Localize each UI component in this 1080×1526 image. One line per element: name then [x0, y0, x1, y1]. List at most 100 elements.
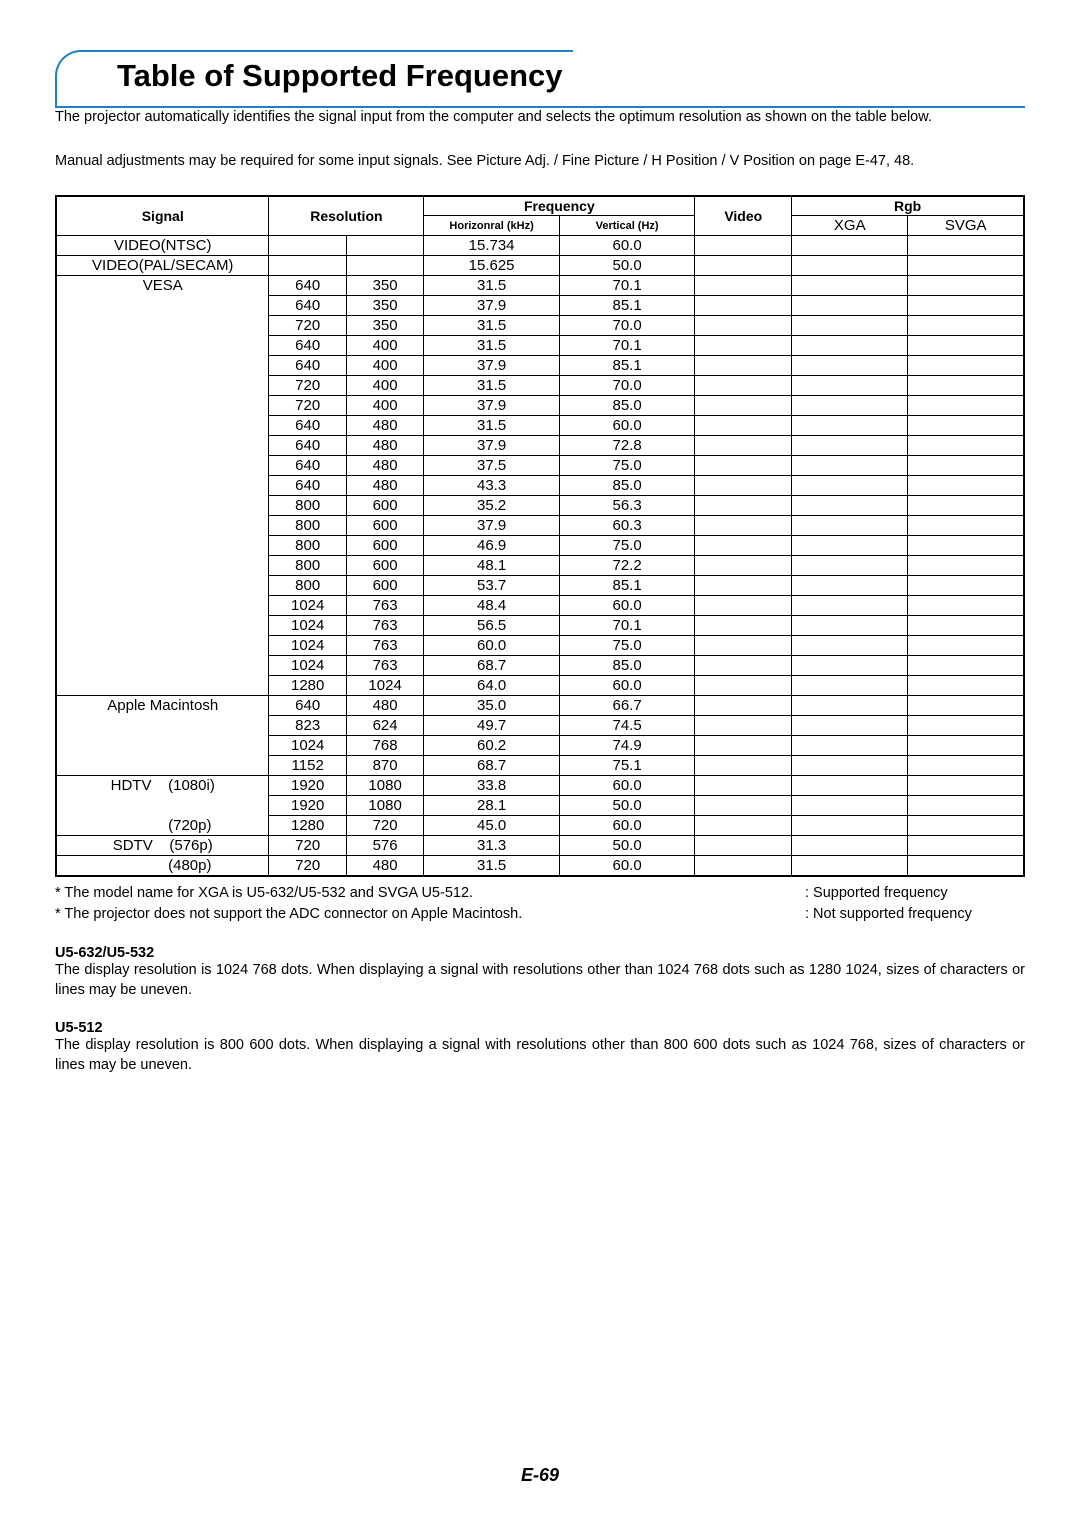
table-row: HDTV (1080i)1920108033.860.0 — [56, 776, 1024, 796]
cell-vfreq: 75.0 — [559, 536, 695, 556]
cell-hfreq: 48.4 — [424, 596, 560, 616]
cell-signal: Apple Macintosh — [56, 696, 269, 716]
cell-res-h: 763 — [346, 616, 423, 636]
col-hfreq: Horizonral (kHz) — [424, 216, 560, 236]
cell-xga — [792, 856, 908, 877]
cell-hfreq: 33.8 — [424, 776, 560, 796]
intro-paragraph-1: The projector automatically identifies t… — [55, 108, 1025, 128]
cell-xga — [792, 536, 908, 556]
cell-hfreq: 48.1 — [424, 556, 560, 576]
cell-vfreq: 60.0 — [559, 236, 695, 256]
cell-xga — [792, 596, 908, 616]
cell-xga — [792, 516, 908, 536]
cell-hfreq: 35.0 — [424, 696, 560, 716]
col-rgb: Rgb — [792, 196, 1024, 216]
cell-signal: VESA — [56, 276, 269, 296]
cell-vfreq: 72.8 — [559, 436, 695, 456]
cell-res-h: 480 — [346, 476, 423, 496]
cell-res-w: 640 — [269, 416, 346, 436]
cell-xga — [792, 796, 908, 816]
cell-vfreq: 56.3 — [559, 496, 695, 516]
cell-res-w: 1024 — [269, 636, 346, 656]
cell-hfreq: 49.7 — [424, 716, 560, 736]
cell-signal — [56, 556, 269, 576]
cell-svga — [908, 676, 1024, 696]
cell-res-h: 600 — [346, 536, 423, 556]
col-xga: XGA — [792, 216, 908, 236]
cell-hfreq: 15.734 — [424, 236, 560, 256]
cell-vfreq: 70.1 — [559, 276, 695, 296]
cell-hfreq: 31.5 — [424, 376, 560, 396]
cell-res-w: 1920 — [269, 776, 346, 796]
cell-hfreq: 64.0 — [424, 676, 560, 696]
cell-xga — [792, 416, 908, 436]
cell-svga — [908, 436, 1024, 456]
cell-res-w — [269, 256, 346, 276]
cell-video — [695, 236, 792, 256]
cell-res-w: 1024 — [269, 616, 346, 636]
cell-res-w: 800 — [269, 516, 346, 536]
table-row: (480p)72048031.560.0 — [56, 856, 1024, 877]
table-row: 102476360.075.0 — [56, 636, 1024, 656]
table-row: 64040037.985.1 — [56, 356, 1024, 376]
cell-signal — [56, 416, 269, 436]
cell-signal — [56, 496, 269, 516]
section-2-head: U5-512 — [55, 1020, 1025, 1036]
cell-res-w: 1024 — [269, 656, 346, 676]
cell-svga — [908, 736, 1024, 756]
cell-res-w: 640 — [269, 696, 346, 716]
footnote-2: * The projector does not support the ADC… — [55, 904, 805, 925]
cell-hfreq: 28.1 — [424, 796, 560, 816]
cell-video — [695, 476, 792, 496]
cell-vfreq: 72.2 — [559, 556, 695, 576]
cell-res-h: 350 — [346, 276, 423, 296]
cell-signal — [56, 736, 269, 756]
table-row: 64040031.570.1 — [56, 336, 1024, 356]
cell-vfreq: 70.0 — [559, 316, 695, 336]
table-row: 102476860.274.9 — [56, 736, 1024, 756]
cell-signal — [56, 596, 269, 616]
cell-video — [695, 596, 792, 616]
cell-res-w: 1920 — [269, 796, 346, 816]
table-row: 80060048.172.2 — [56, 556, 1024, 576]
cell-svga — [908, 336, 1024, 356]
cell-xga — [792, 476, 908, 496]
cell-vfreq: 60.0 — [559, 596, 695, 616]
cell-xga — [792, 696, 908, 716]
cell-vfreq: 85.0 — [559, 476, 695, 496]
cell-res-h: 350 — [346, 316, 423, 336]
cell-vfreq: 60.0 — [559, 676, 695, 696]
cell-res-h: 576 — [346, 836, 423, 856]
cell-hfreq: 31.5 — [424, 276, 560, 296]
cell-svga — [908, 756, 1024, 776]
table-row: 80060053.785.1 — [56, 576, 1024, 596]
cell-vfreq: 85.0 — [559, 656, 695, 676]
cell-res-h: 763 — [346, 656, 423, 676]
cell-svga — [908, 516, 1024, 536]
page-header: Table of Supported Frequency — [55, 50, 1025, 108]
cell-res-h — [346, 256, 423, 276]
table-row: VESA64035031.570.1 — [56, 276, 1024, 296]
cell-res-w: 1024 — [269, 596, 346, 616]
cell-svga — [908, 576, 1024, 596]
cell-res-h: 624 — [346, 716, 423, 736]
cell-video — [695, 636, 792, 656]
col-signal: Signal — [56, 196, 269, 236]
col-video: Video — [695, 196, 792, 236]
table-row: 115287068.775.1 — [56, 756, 1024, 776]
cell-signal — [56, 476, 269, 496]
cell-video — [695, 616, 792, 636]
table-row: 80060046.975.0 — [56, 536, 1024, 556]
cell-res-w — [269, 236, 346, 256]
cell-signal — [56, 336, 269, 356]
cell-video — [695, 856, 792, 877]
cell-hfreq: 37.9 — [424, 396, 560, 416]
cell-vfreq: 70.1 — [559, 336, 695, 356]
cell-video — [695, 696, 792, 716]
table-row: 64048037.972.8 — [56, 436, 1024, 456]
cell-hfreq: 31.5 — [424, 336, 560, 356]
cell-signal — [56, 296, 269, 316]
cell-res-h: 480 — [346, 436, 423, 456]
cell-hfreq: 37.9 — [424, 436, 560, 456]
cell-hfreq: 31.5 — [424, 316, 560, 336]
